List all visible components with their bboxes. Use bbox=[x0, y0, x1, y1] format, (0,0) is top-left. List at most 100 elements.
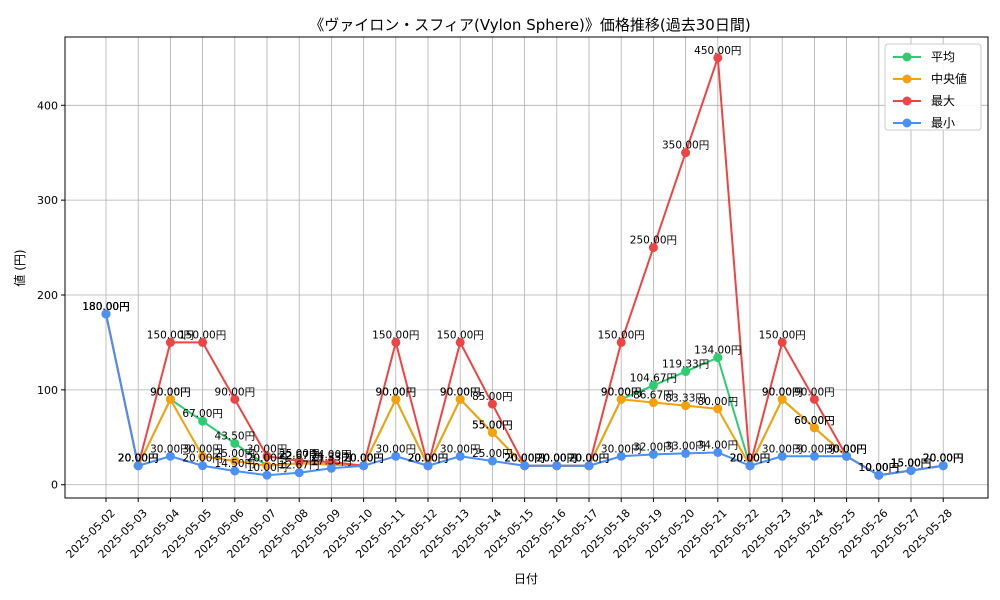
data-label: 180.00円 bbox=[82, 301, 129, 313]
data-point bbox=[487, 428, 497, 438]
data-point bbox=[777, 451, 787, 461]
data-point bbox=[681, 448, 691, 458]
data-point bbox=[777, 337, 787, 347]
data-label: 20.00円 bbox=[343, 453, 384, 465]
data-label: 30.00円 bbox=[150, 443, 191, 455]
data-point bbox=[842, 451, 852, 461]
series-lines bbox=[101, 53, 948, 480]
data-label: 180.00円 bbox=[82, 301, 129, 313]
data-point bbox=[455, 451, 465, 461]
data-point bbox=[681, 401, 691, 411]
data-point bbox=[487, 456, 497, 466]
legend-swatch-marker bbox=[902, 52, 912, 62]
data-label: 20.00円 bbox=[569, 453, 610, 465]
data-label: 104.67円 bbox=[630, 372, 677, 384]
data-label: 10.00円 bbox=[859, 462, 900, 474]
data-label: 30.00円 bbox=[826, 443, 867, 455]
y-tick-label: 100 bbox=[37, 384, 58, 397]
legend-item-2: 最大 bbox=[893, 94, 955, 108]
data-point bbox=[198, 337, 208, 347]
data-point bbox=[745, 461, 755, 471]
data-label: 90.00円 bbox=[150, 386, 191, 398]
data-label: 20.00円 bbox=[118, 453, 159, 465]
data-label: 20.00円 bbox=[118, 453, 159, 465]
data-label: 15.00円 bbox=[891, 457, 932, 469]
data-label: 15.00円 bbox=[891, 457, 932, 469]
data-point bbox=[713, 404, 723, 414]
data-point bbox=[487, 399, 497, 409]
data-label: 30.00円 bbox=[601, 443, 642, 455]
data-label: 20.00円 bbox=[569, 453, 610, 465]
data-label: 20.00円 bbox=[537, 453, 578, 465]
data-point bbox=[198, 451, 208, 461]
data-point bbox=[616, 394, 626, 404]
y-tick-label: 0 bbox=[51, 479, 58, 492]
data-point bbox=[391, 394, 401, 404]
data-label: 20.00円 bbox=[730, 453, 771, 465]
data-point bbox=[681, 148, 691, 158]
data-label: 150.00円 bbox=[179, 329, 226, 341]
data-label: 43.50円 bbox=[215, 430, 256, 442]
data-point bbox=[230, 394, 240, 404]
data-label: 85.00円 bbox=[472, 391, 513, 403]
data-point bbox=[262, 470, 272, 480]
data-label: 10.00円 bbox=[859, 462, 900, 474]
data-label: 20.00円 bbox=[923, 453, 964, 465]
legend-swatch-marker bbox=[902, 74, 912, 84]
data-label: 20.00円 bbox=[504, 453, 545, 465]
data-point bbox=[391, 337, 401, 347]
y-tick-label: 400 bbox=[37, 99, 58, 112]
data-label: 20.00円 bbox=[504, 453, 545, 465]
data-point bbox=[326, 463, 336, 473]
data-label: 34.00円 bbox=[698, 439, 739, 451]
y-axis-label: 値 (円) bbox=[12, 249, 27, 286]
data-label: 20.00円 bbox=[504, 453, 545, 465]
data-label: 20.00円 bbox=[569, 453, 610, 465]
data-point bbox=[455, 394, 465, 404]
data-point bbox=[230, 456, 240, 466]
data-point bbox=[101, 309, 111, 319]
data-point bbox=[455, 337, 465, 347]
data-label: 180.00円 bbox=[82, 301, 129, 313]
data-point bbox=[165, 337, 175, 347]
plot-frame bbox=[64, 36, 989, 499]
data-label: 30.00円 bbox=[440, 443, 481, 455]
data-label: 20.00円 bbox=[730, 453, 771, 465]
data-label: 22.67円 bbox=[279, 450, 320, 462]
data-label: 15.00円 bbox=[891, 457, 932, 469]
data-label: 90.00円 bbox=[376, 386, 417, 398]
legend-swatch-marker bbox=[902, 96, 912, 106]
data-point bbox=[616, 451, 626, 461]
data-label: 20.00円 bbox=[247, 453, 288, 465]
data-point bbox=[809, 394, 819, 404]
data-label: 250.00円 bbox=[630, 235, 677, 247]
data-point bbox=[359, 461, 369, 471]
data-point bbox=[874, 470, 884, 480]
data-label: 20.00円 bbox=[504, 453, 545, 465]
data-label: 55.00円 bbox=[472, 420, 513, 432]
data-point bbox=[938, 461, 948, 471]
data-point bbox=[584, 461, 594, 471]
data-label: 90.00円 bbox=[601, 386, 642, 398]
data-label: 20.00円 bbox=[408, 453, 449, 465]
data-label: 20.00円 bbox=[730, 453, 771, 465]
data-point bbox=[326, 457, 336, 467]
data-label: 20.00円 bbox=[408, 453, 449, 465]
data-point bbox=[809, 423, 819, 433]
series-3 bbox=[101, 309, 948, 480]
data-point bbox=[713, 447, 723, 457]
data-point bbox=[648, 449, 658, 459]
data-label: 90.00円 bbox=[601, 386, 642, 398]
data-point bbox=[648, 380, 658, 390]
legend-item-3: 最小 bbox=[893, 116, 955, 130]
data-point bbox=[230, 466, 240, 476]
data-label: 86.67円 bbox=[633, 390, 674, 402]
data-point bbox=[648, 243, 658, 253]
data-labels: 180.00円20.00円90.00円67.00円43.50円20.00円22.… bbox=[82, 45, 963, 474]
data-point bbox=[713, 53, 723, 63]
data-label: 90.00円 bbox=[376, 386, 417, 398]
data-label: 20.00円 bbox=[343, 453, 384, 465]
data-point bbox=[391, 451, 401, 461]
